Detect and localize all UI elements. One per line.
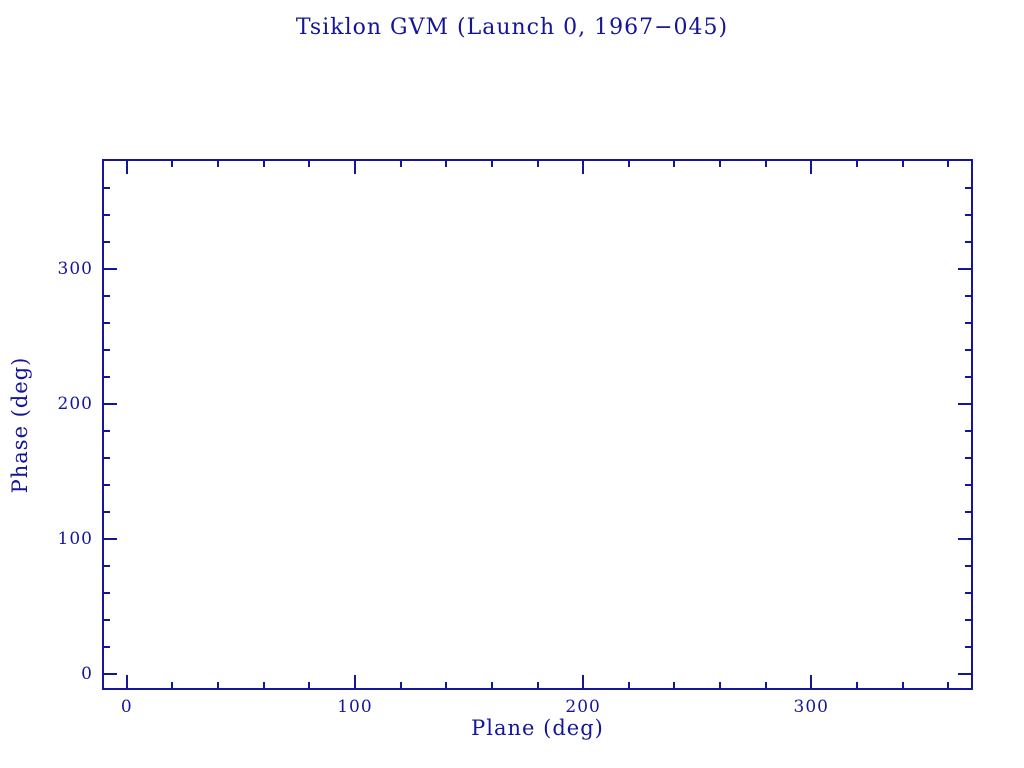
x-tick-label: 300 (793, 697, 830, 717)
axis-tick (104, 565, 110, 568)
axis-tick (353, 675, 356, 688)
axis-tick (104, 349, 110, 352)
axis-tick (673, 682, 676, 688)
axis-tick (947, 161, 950, 167)
axis-tick (353, 161, 356, 174)
x-axis-label: Plane (deg) (471, 716, 604, 740)
axis-tick (627, 682, 630, 688)
axis-tick (965, 619, 971, 622)
axis-tick (855, 682, 858, 688)
axis-tick (308, 161, 311, 167)
axis-tick (582, 675, 585, 688)
axis-tick (965, 592, 971, 595)
axis-tick (855, 161, 858, 167)
axis-tick (104, 430, 110, 433)
axis-tick (490, 161, 493, 167)
axis-tick (104, 457, 110, 460)
y-tick-label: 200 (57, 394, 93, 415)
axis-tick (171, 161, 174, 167)
axis-tick (125, 675, 128, 688)
axis-tick (673, 161, 676, 167)
axis-tick (104, 673, 117, 676)
axis-tick (104, 592, 110, 595)
axis-tick (958, 673, 971, 676)
chart-title: Tsiklon GVM (Launch 0, 1967−045) (295, 15, 729, 40)
axis-tick (965, 430, 971, 433)
axis-tick (399, 682, 402, 688)
axis-tick (262, 161, 265, 167)
axis-tick (104, 619, 110, 622)
axis-tick (719, 682, 722, 688)
axis-tick (901, 682, 904, 688)
axis-tick (217, 682, 220, 688)
axis-tick (901, 161, 904, 167)
x-tick-label: 0 (120, 697, 133, 717)
axis-tick (104, 376, 110, 379)
y-tick-label: 100 (57, 529, 93, 550)
axis-tick (104, 322, 110, 325)
y-tick-label: 0 (81, 664, 93, 685)
axis-tick (947, 682, 950, 688)
axis-tick (965, 214, 971, 217)
axis-tick (104, 268, 117, 271)
axis-tick (125, 161, 128, 174)
axis-tick (627, 161, 630, 167)
axis-tick (104, 295, 110, 298)
axis-tick (764, 161, 767, 167)
axis-tick (536, 161, 539, 167)
axis-tick (217, 161, 220, 167)
axis-tick (965, 349, 971, 352)
axis-tick (536, 682, 539, 688)
axis-tick (490, 682, 493, 688)
axis-tick (104, 187, 110, 190)
axis-tick (965, 241, 971, 244)
axis-tick (308, 682, 311, 688)
axis-tick (965, 322, 971, 325)
axis-tick (965, 511, 971, 514)
axis-tick (104, 484, 110, 487)
axis-tick (104, 646, 110, 649)
axis-tick (104, 403, 117, 406)
axis-tick (965, 484, 971, 487)
axis-tick (958, 268, 971, 271)
axis-tick (965, 457, 971, 460)
axis-tick (582, 161, 585, 174)
plot-area (102, 159, 973, 690)
axis-tick (810, 161, 813, 174)
x-axis-tick-labels: 0 100 200 300 (104, 697, 971, 721)
axis-tick (965, 295, 971, 298)
axis-tick (958, 403, 971, 406)
axis-tick (445, 682, 448, 688)
axis-tick (445, 161, 448, 167)
axis-tick (171, 682, 174, 688)
axis-tick (104, 511, 110, 514)
axis-tick (399, 161, 402, 167)
x-tick-label: 200 (565, 697, 601, 717)
x-tick-label: 100 (337, 697, 373, 717)
axis-tick (104, 538, 117, 541)
axis-tick (719, 161, 722, 167)
y-axis-tick-labels: 0 100 200 300 (0, 161, 93, 688)
axis-tick (965, 187, 971, 190)
axis-tick (965, 565, 971, 568)
axis-tick (104, 214, 110, 217)
axis-tick (965, 646, 971, 649)
axis-tick (810, 675, 813, 688)
axis-tick (104, 241, 110, 244)
y-tick-label: 300 (57, 259, 93, 280)
axis-tick (958, 538, 971, 541)
axis-tick (262, 682, 265, 688)
axis-tick (764, 682, 767, 688)
axis-tick (965, 376, 971, 379)
